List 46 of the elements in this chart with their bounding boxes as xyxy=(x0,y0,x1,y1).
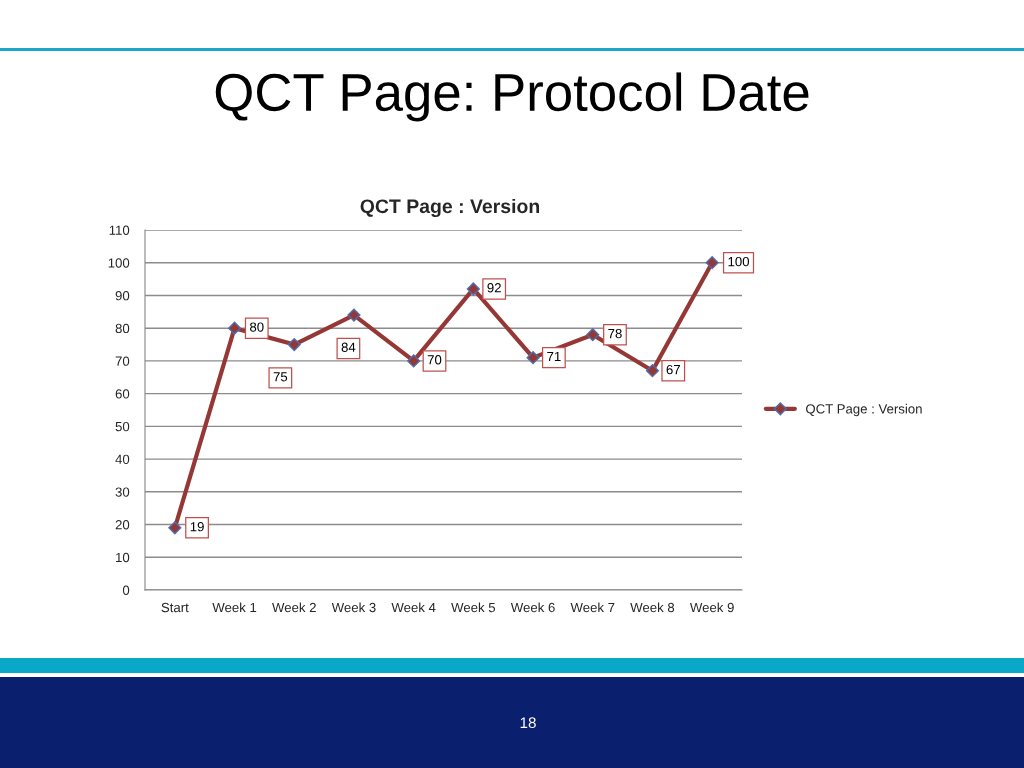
x-tick-label: Week 2 xyxy=(272,602,316,613)
data-label: 80 xyxy=(250,322,264,332)
y-tick-label: 110 xyxy=(109,225,130,235)
y-tick-label: 30 xyxy=(115,487,130,497)
point xyxy=(645,364,660,378)
y-tick-label: 10 xyxy=(116,552,130,563)
chart-title: QCT Page: Protocol Date xyxy=(215,72,809,122)
point xyxy=(466,282,480,296)
data-label: 67 xyxy=(666,364,680,375)
point xyxy=(227,321,242,335)
point xyxy=(586,328,600,342)
x-tick-label: Week 1 xyxy=(212,602,257,613)
text: 18 xyxy=(520,717,536,729)
point xyxy=(407,354,421,368)
data-label: 100 xyxy=(728,256,750,267)
y-tick-label: 40 xyxy=(115,454,130,464)
x-tick-label: Week 5 xyxy=(451,602,496,613)
x-tick-label: Week 7 xyxy=(570,602,615,613)
y-tick-label: 80 xyxy=(115,323,130,334)
x-tick-label: Week 4 xyxy=(391,602,436,613)
data-label: 19 xyxy=(190,522,204,532)
data-label: 78 xyxy=(608,328,622,339)
x-tick-label: Week 9 xyxy=(689,602,734,613)
y-tick-label: 90 xyxy=(115,291,130,301)
y-tick-label: 60 xyxy=(115,389,130,399)
x-tick-label: Start xyxy=(161,602,189,613)
x-tick-label: Week 8 xyxy=(630,602,675,613)
point xyxy=(705,256,719,270)
point xyxy=(347,308,361,322)
y-tick-label: 20 xyxy=(115,520,130,530)
y-tick-label: 0 xyxy=(122,585,130,595)
chart-subtitle: QCT Page : Version xyxy=(360,198,540,218)
data-label: 70 xyxy=(427,355,442,365)
x-tick-label: Week 3 xyxy=(331,602,376,613)
point xyxy=(287,337,301,352)
y-tick-label: 100 xyxy=(108,258,130,268)
data-label: 75 xyxy=(273,372,288,382)
data-label: 84 xyxy=(341,342,356,352)
data-label: 92 xyxy=(487,283,501,293)
x-tick-label: Week 6 xyxy=(510,602,555,613)
legend-label: QCT Page : Version xyxy=(806,403,922,417)
point xyxy=(168,521,182,535)
y-tick-label: 70 xyxy=(115,356,130,366)
point xyxy=(526,351,540,365)
data-label: 71 xyxy=(547,351,561,362)
y-tick-label: 50 xyxy=(115,421,130,432)
